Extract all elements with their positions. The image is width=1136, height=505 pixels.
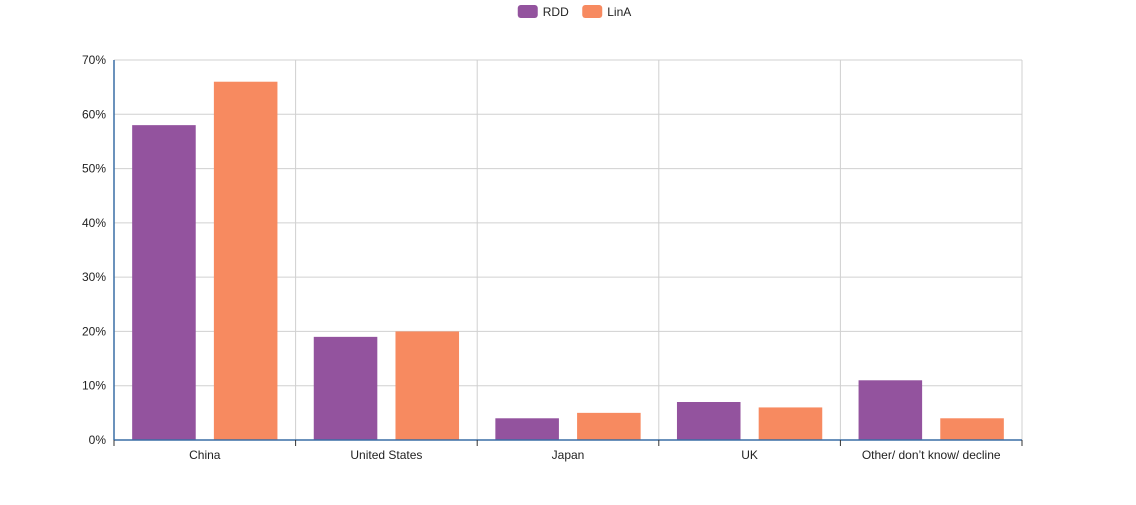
bar-rdd-3 <box>676 402 741 440</box>
legend-label: RDD <box>543 5 569 19</box>
x-tick-label: Japan <box>552 448 585 462</box>
legend-label: LinA <box>607 5 631 19</box>
legend-swatch <box>582 5 603 18</box>
y-tick-label: 60% <box>82 107 106 121</box>
bar-lina-3 <box>758 407 823 440</box>
bar-lina-2 <box>577 412 641 440</box>
x-tick-label: Other/ don’t know/ decline <box>862 448 1001 462</box>
bar-rdd-1 <box>313 336 378 440</box>
bar-rdd-0 <box>132 125 196 441</box>
y-tick-label: 70% <box>82 53 106 67</box>
bar-lina-4 <box>940 418 1004 440</box>
bar-rdd-4 <box>858 380 923 440</box>
axes <box>113 60 1023 446</box>
y-tick-label: 40% <box>82 216 106 230</box>
x-tick-labels: China United States Japan UK Other/ don’t kn… <box>189 448 1001 462</box>
bar-rdd-2 <box>495 418 559 440</box>
y-tick-label: 20% <box>82 324 106 338</box>
legend: RDD LinA <box>517 5 631 19</box>
legend-item-lina[interactable]: LinA <box>582 5 631 19</box>
y-tick-labels: 0% 10% 20% 30% 40% 50% 60% 70% <box>82 53 106 447</box>
bar-lina-1 <box>395 331 460 440</box>
y-tick-label: 0% <box>89 433 107 447</box>
y-tick-label: 50% <box>82 162 106 176</box>
x-tick-label: United States <box>350 448 422 462</box>
legend-swatch <box>517 5 538 18</box>
y-tick-label: 10% <box>82 379 106 393</box>
x-tick-label: UK <box>741 448 758 462</box>
legend-item-rdd[interactable]: RDD <box>517 5 569 19</box>
x-tick-label: China <box>189 448 221 462</box>
bars <box>132 81 1004 441</box>
bar-lina-0 <box>213 81 278 440</box>
y-tick-label: 30% <box>82 270 106 284</box>
